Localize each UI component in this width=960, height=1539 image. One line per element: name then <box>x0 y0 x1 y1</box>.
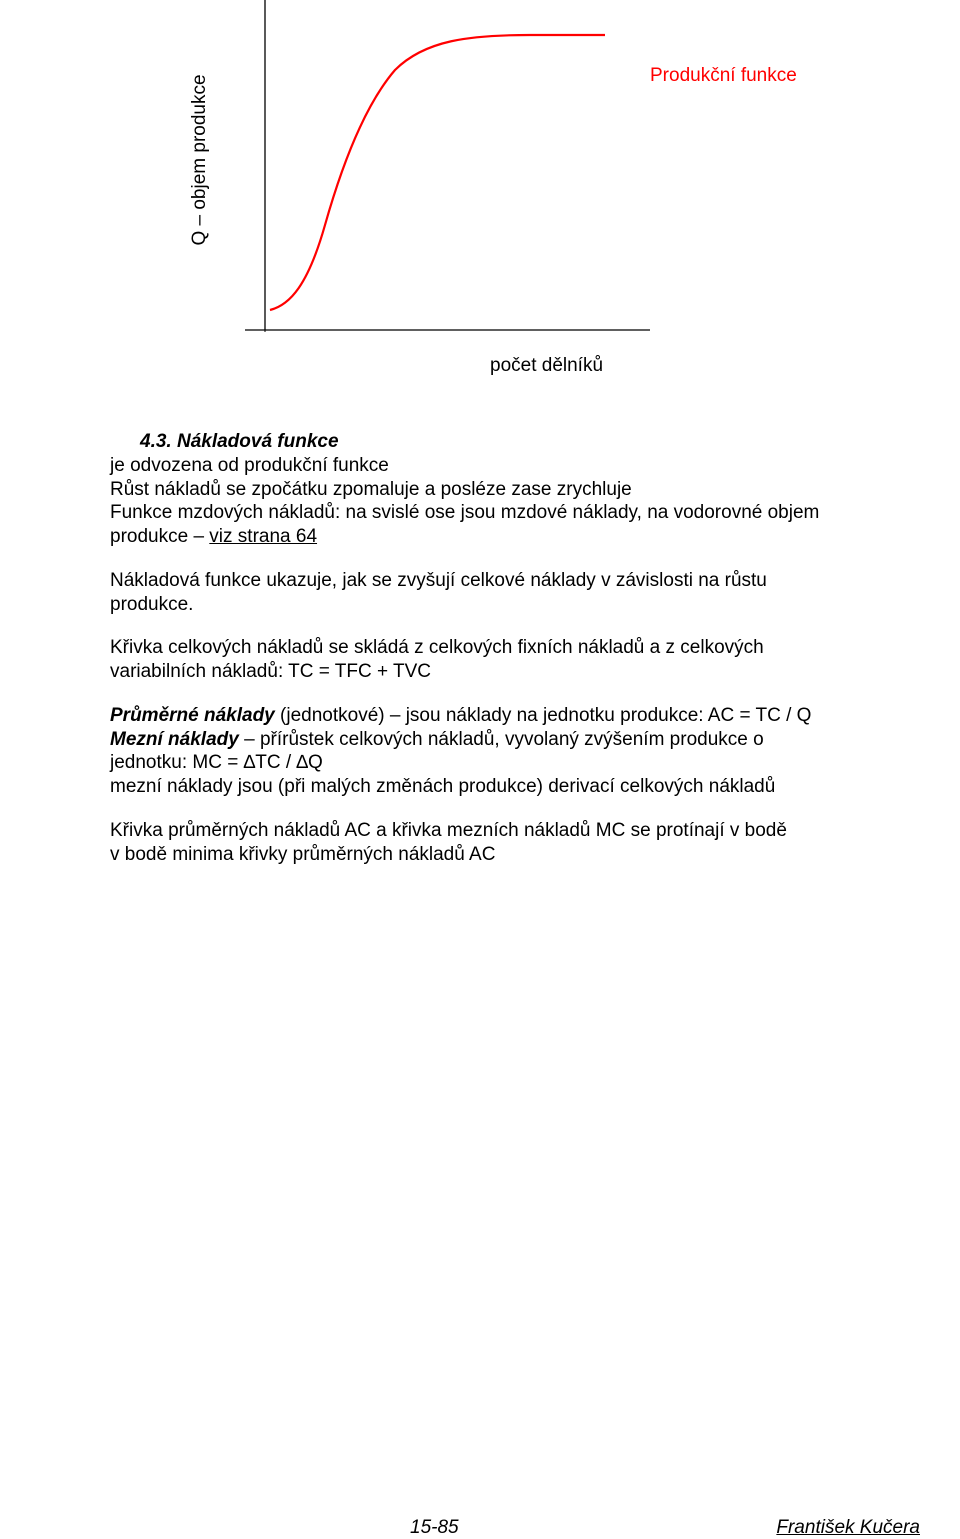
p2-l1: Nákladová funkce ukazuje, jak se zvyšují… <box>110 570 767 591</box>
p1-l4-underline: viz strana 64 <box>209 526 317 547</box>
p1-l2: Růst nákladů se zpočátku zpomaluje a pos… <box>110 479 632 500</box>
section-title: Nákladová funkce <box>177 431 339 452</box>
p1-l4a: produkce – <box>110 526 209 547</box>
p3-l1: Křivka celkových nákladů se skládá z cel… <box>110 637 764 658</box>
production-function-chart: Q – objem produkce Produkční funkce poče… <box>110 0 850 400</box>
section-number: 4.3. <box>140 431 172 452</box>
chart-svg <box>230 0 660 370</box>
p4-b2: Mezní náklady <box>110 729 239 750</box>
p5-l1: Křivka průměrných nákladů AC a křivka me… <box>110 820 787 841</box>
p4-l4: mezní náklady jsou (při malých změnách p… <box>110 776 775 797</box>
page: Q – objem produkce Produkční funkce poče… <box>0 0 960 1535</box>
p2-l2: produkce. <box>110 594 193 615</box>
curve-label: Produkční funkce <box>650 65 797 87</box>
body-text: 4.3. Nákladová funkce je odvozena od pro… <box>110 430 850 866</box>
x-axis-label: počet dělníků <box>490 355 603 377</box>
p5-l2: v bodě minima křivky průměrných nákladů … <box>110 844 495 865</box>
production-curve <box>270 35 605 310</box>
p3-l2: variabilních nákladů: TC = TFC + TVC <box>110 661 431 682</box>
footer-author: František Kučera <box>776 1517 920 1539</box>
p1-l1: je odvozena od produkční funkce <box>110 455 389 476</box>
p4-b1: Průměrné náklady <box>110 705 275 726</box>
p4-t1: (jednotkové) – jsou náklady na jednotku … <box>275 705 812 726</box>
y-axis-label: Q – objem produkce <box>189 74 211 245</box>
p4-t2: – přírůstek celkových nákladů, vyvolaný … <box>239 729 764 750</box>
p4-l3: jednotku: MC = ∆TC / ∆Q <box>110 752 323 773</box>
p1-l3: Funkce mzdových nákladů: na svislé ose j… <box>110 502 819 523</box>
footer-page-number: 15-85 <box>410 1517 459 1539</box>
